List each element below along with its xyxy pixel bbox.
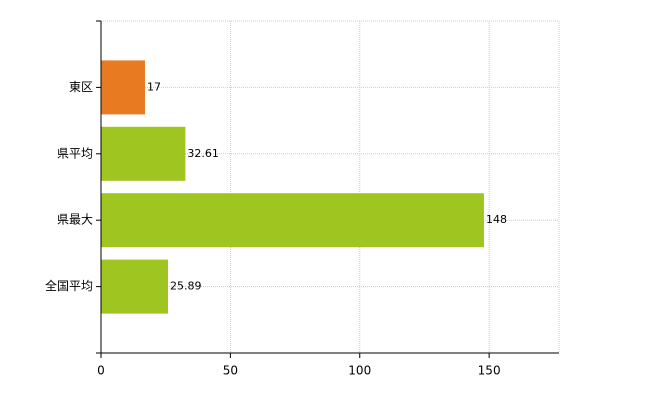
data-label: 148: [486, 213, 507, 226]
bar: [101, 126, 186, 181]
bar: [101, 259, 168, 314]
x-tick-label: 150: [478, 364, 501, 378]
bar: [101, 193, 484, 248]
x-tick-label: 50: [223, 364, 238, 378]
bar: [101, 60, 145, 115]
y-tick-label: 東区: [69, 80, 93, 94]
data-label: 17: [147, 80, 161, 93]
data-label: 25.89: [170, 280, 202, 293]
y-tick-label: 県最大: [57, 213, 93, 227]
data-label: 32.61: [187, 147, 219, 160]
x-tick-label: 100: [348, 364, 371, 378]
x-tick-label: 0: [97, 364, 105, 378]
y-tick-label: 県平均: [57, 146, 93, 160]
y-tick-label: 全国平均: [45, 278, 93, 293]
